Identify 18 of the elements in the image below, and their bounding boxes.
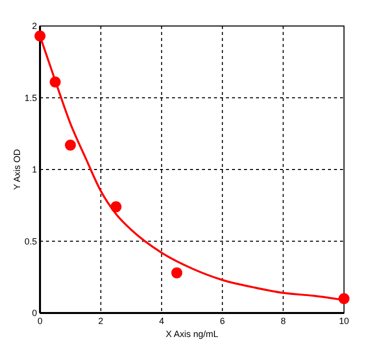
x-axis-title: X Axis ng/mL bbox=[166, 329, 218, 339]
x-tick-label: 6 bbox=[220, 316, 225, 326]
point bbox=[110, 201, 122, 212]
point bbox=[338, 293, 350, 304]
point bbox=[64, 140, 76, 151]
point bbox=[171, 267, 182, 278]
y-tick-label: 1.5 bbox=[24, 92, 37, 103]
x-tick-label: 4 bbox=[159, 316, 164, 326]
y-axis-title: Y Axis OD bbox=[12, 148, 22, 190]
y-tick-label: 0 bbox=[32, 308, 37, 318]
point bbox=[34, 30, 46, 42]
x-tick-label: 2 bbox=[98, 316, 104, 326]
x-tick-label: 8 bbox=[280, 316, 286, 326]
point bbox=[50, 76, 61, 88]
y-tick-label: 1 bbox=[32, 164, 37, 174]
x-tick-label: 10 bbox=[338, 316, 350, 326]
y-tick-label: 0.5 bbox=[24, 236, 37, 246]
y-tick-label: 2 bbox=[32, 21, 37, 31]
